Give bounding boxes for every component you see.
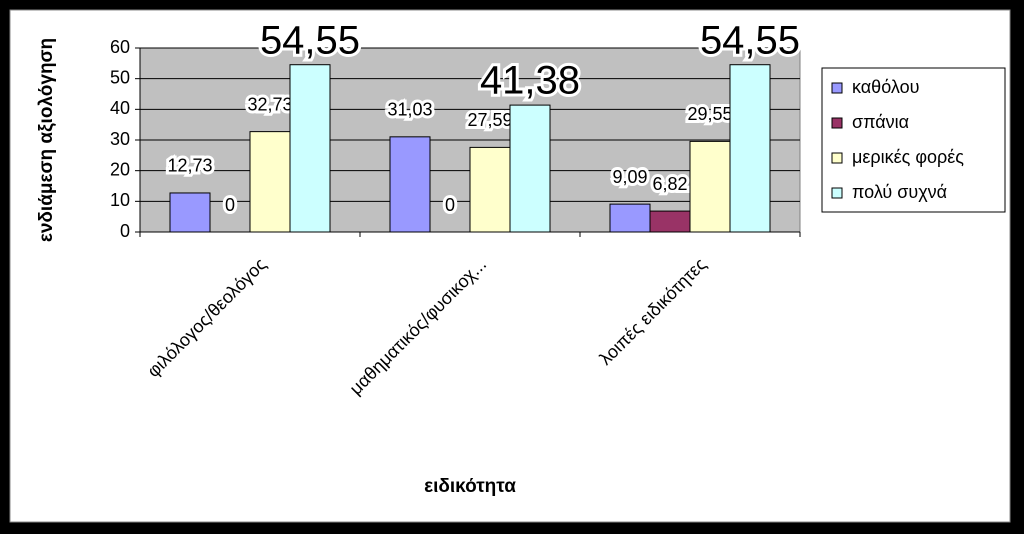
data-label: 0 [445, 195, 455, 215]
y-tick-label: 40 [110, 98, 130, 118]
legend-swatch [831, 187, 843, 199]
y-axis-title: ενδιάμεση αξιολόγηση [36, 38, 57, 242]
bar [289, 64, 331, 233]
legend-label: μερικές φορές [852, 147, 964, 167]
data-label: 6,82 [652, 174, 687, 194]
legend-swatch [831, 117, 843, 129]
y-tick-label: 50 [110, 67, 130, 87]
bar [729, 64, 771, 233]
data-label: 41,38 [480, 59, 580, 103]
y-tick-label: 10 [110, 190, 130, 210]
bar [249, 131, 291, 233]
bar [469, 146, 511, 233]
data-label: 12,73 [167, 156, 212, 176]
data-label: 32,73 [247, 94, 292, 114]
bar [389, 136, 431, 233]
data-label: 54,55 [700, 18, 800, 62]
legend-label: σπάνια [852, 112, 909, 132]
x-axis-title: ειδικότητα [424, 476, 516, 497]
bar [609, 203, 651, 233]
bar [689, 140, 731, 233]
legend-swatch [831, 82, 843, 94]
bar [169, 192, 211, 233]
y-tick-label: 60 [110, 37, 130, 57]
data-label: 31,03 [387, 100, 432, 120]
legend-swatch [831, 152, 843, 164]
y-tick-label: 30 [110, 129, 130, 149]
data-label: 29,55 [687, 104, 732, 124]
legend-label: καθόλου [852, 77, 919, 97]
data-label: 27,59 [467, 110, 512, 130]
legend [821, 67, 1006, 213]
bar [649, 210, 691, 233]
data-label: 0 [225, 195, 235, 215]
y-tick-label: 0 [120, 221, 130, 241]
y-tick-label: 20 [110, 159, 130, 179]
bar [509, 104, 551, 233]
data-label: 9,09 [612, 167, 647, 187]
legend-label: πολύ συχνά [852, 182, 947, 202]
data-label: 54,55 [260, 18, 360, 62]
